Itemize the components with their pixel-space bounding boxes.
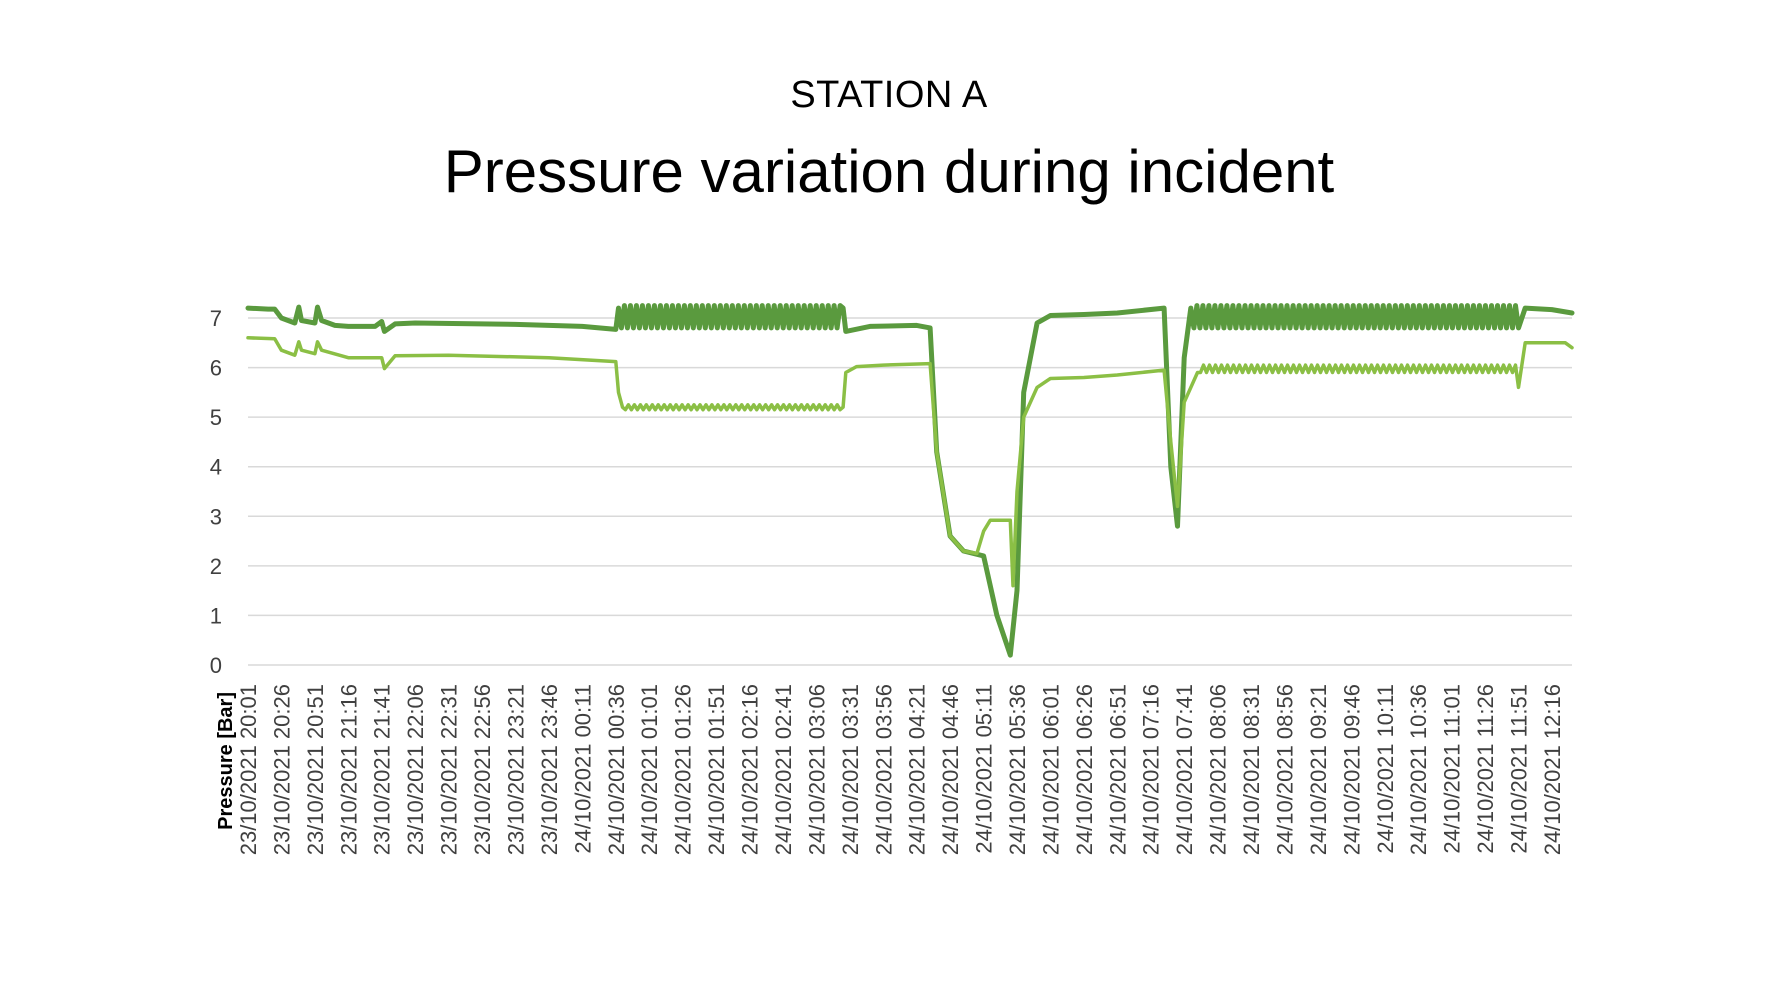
x-tick-label: 23/10/2021 20:26 (269, 684, 294, 855)
x-tick-label: 24/10/2021 07:16 (1139, 684, 1164, 855)
x-tick-label: 24/10/2021 03:06 (804, 684, 829, 855)
x-tick-label: 24/10/2021 01:26 (671, 684, 696, 855)
x-tick-label: 24/10/2021 06:51 (1105, 684, 1130, 855)
x-axis-ticks: 23/10/2021 20:01 23/10/2021 20:26 23/10/20… (236, 684, 1565, 855)
y-tick-label: 5 (210, 405, 222, 430)
x-tick-label: 24/10/2021 09:46 (1339, 684, 1364, 855)
x-tick-label: 23/10/2021 23:21 (503, 684, 528, 855)
x-tick-label: 24/10/2021 03:31 (838, 684, 863, 855)
x-tick-label: 24/10/2021 06:01 (1038, 684, 1063, 855)
y-tick-label: 6 (210, 356, 222, 381)
x-tick-label: 24/10/2021 00:36 (604, 684, 629, 855)
x-tick-label: 24/10/2021 08:31 (1239, 684, 1264, 855)
x-tick-label: 24/10/2021 07:41 (1172, 684, 1197, 855)
x-tick-label: 23/10/2021 21:41 (370, 684, 395, 855)
y-tick-label: 4 (210, 455, 222, 480)
x-tick-label: 23/10/2021 21:16 (336, 684, 361, 855)
x-tick-label: 24/10/2021 05:36 (1005, 684, 1030, 855)
x-tick-label: 24/10/2021 03:56 (871, 684, 896, 855)
x-tick-label: 24/10/2021 11:51 (1507, 684, 1532, 854)
x-tick-label: 23/10/2021 23:46 (537, 684, 562, 855)
x-tick-label: 23/10/2021 20:51 (303, 684, 328, 855)
x-tick-label: 24/10/2021 08:06 (1206, 684, 1231, 855)
x-tick-label: 24/10/2021 04:21 (905, 684, 930, 855)
x-tick-label: 24/10/2021 11:01 (1440, 684, 1465, 854)
x-tick-label: 24/10/2021 11:26 (1473, 684, 1498, 854)
x-tick-label: 24/10/2021 05:11 (972, 684, 997, 854)
y-axis-ticks: 0 1 2 3 4 5 6 7 (210, 306, 222, 678)
y-tick-label: 7 (210, 306, 222, 331)
x-tick-label: 23/10/2021 22:31 (437, 684, 462, 855)
x-tick-label: 24/10/2021 02:41 (771, 684, 796, 855)
x-tick-label: 23/10/2021 20:01 (236, 684, 261, 855)
x-tick-label: 24/10/2021 12:16 (1540, 684, 1565, 855)
x-tick-label: 24/10/2021 09:21 (1306, 684, 1331, 855)
series-lines (245, 303, 1575, 658)
x-tick-label: 24/10/2021 06:26 (1072, 684, 1097, 855)
y-axis-label: Pressure [Bar] (215, 692, 237, 830)
x-tick-label: 24/10/2021 10:36 (1406, 684, 1431, 855)
y-tick-label: 0 (210, 653, 222, 678)
x-tick-label: 23/10/2021 22:56 (470, 684, 495, 855)
series-line-lower (246, 336, 1574, 588)
x-tick-label: 24/10/2021 02:16 (738, 684, 763, 855)
x-tick-label: 24/10/2021 00:11 (570, 684, 595, 854)
y-tick-label: 3 (210, 504, 222, 529)
x-tick-label: 24/10/2021 01:51 (704, 684, 729, 855)
chart-subtitle: STATION A (790, 74, 988, 116)
x-tick-label: 23/10/2021 22:06 (403, 684, 428, 855)
y-tick-label: 2 (210, 554, 222, 579)
series-line-upper (245, 303, 1575, 658)
y-tick-label: 1 (210, 603, 222, 628)
x-tick-label: 24/10/2021 01:01 (637, 684, 662, 855)
chart-title: Pressure variation during incident (443, 138, 1335, 205)
x-tick-label: 24/10/2021 08:56 (1272, 684, 1297, 855)
x-tick-label: 24/10/2021 04:46 (938, 684, 963, 855)
x-tick-label: 24/10/2021 10:11 (1373, 684, 1398, 854)
